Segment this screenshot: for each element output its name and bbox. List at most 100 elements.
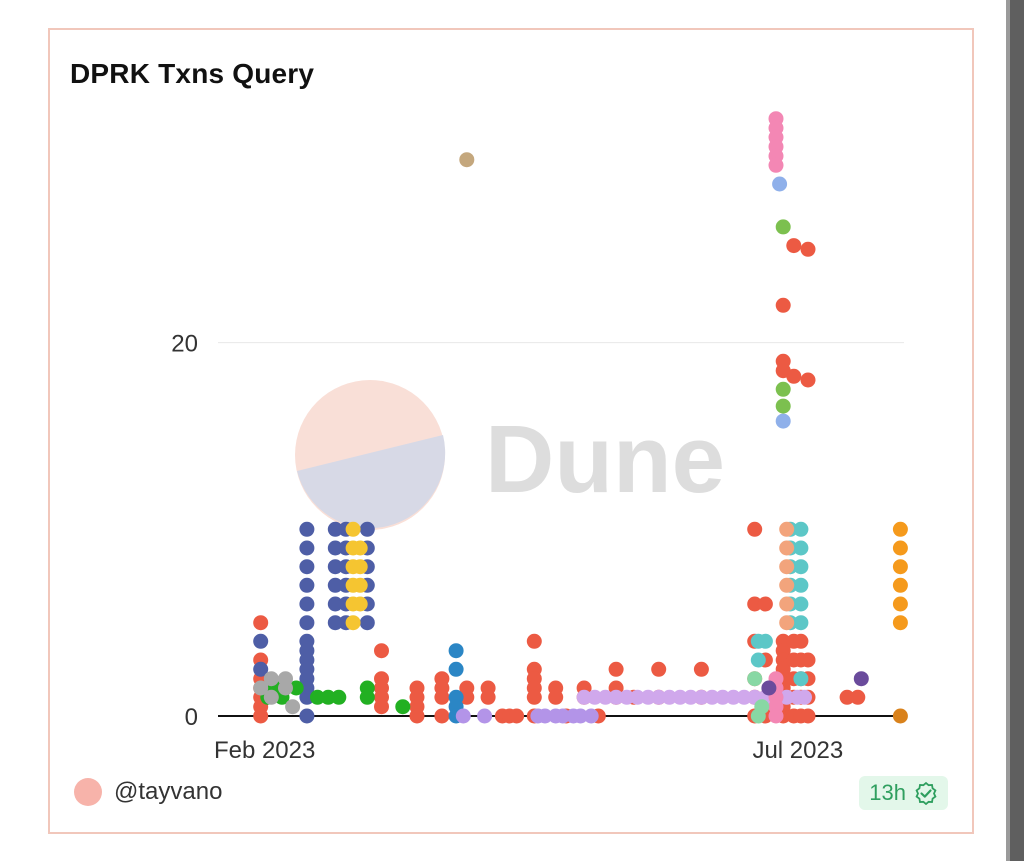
data-point[interactable] [892, 615, 908, 631]
data-point[interactable] [434, 689, 450, 705]
data-point[interactable] [299, 577, 315, 593]
data-point[interactable] [253, 615, 269, 631]
data-point[interactable] [725, 689, 741, 705]
data-point[interactable] [704, 689, 720, 705]
data-point[interactable] [359, 689, 375, 705]
data-point[interactable] [640, 689, 656, 705]
data-point[interactable] [299, 708, 315, 724]
data-point[interactable] [548, 689, 564, 705]
data-point[interactable] [263, 671, 279, 687]
data-point[interactable] [509, 708, 525, 724]
data-point[interactable] [892, 708, 908, 724]
data-point[interactable] [693, 689, 709, 705]
data-point[interactable] [793, 615, 809, 631]
data-point[interactable] [352, 577, 368, 593]
data-point[interactable] [892, 559, 908, 575]
data-point[interactable] [374, 643, 389, 659]
data-point[interactable] [352, 540, 368, 556]
data-point[interactable] [793, 521, 809, 537]
data-point[interactable] [747, 521, 763, 537]
data-point[interactable] [608, 689, 624, 705]
data-point[interactable] [800, 652, 816, 668]
data-point[interactable] [299, 615, 315, 631]
data-point[interactable] [288, 680, 304, 696]
data-point[interactable] [786, 368, 802, 384]
data-point[interactable] [253, 661, 269, 677]
data-point[interactable] [775, 413, 791, 429]
data-point[interactable] [683, 689, 699, 705]
data-point[interactable] [526, 633, 542, 649]
data-point[interactable] [793, 596, 809, 612]
data-point[interactable] [327, 596, 343, 612]
data-point[interactable] [793, 633, 809, 649]
data-point[interactable] [661, 689, 677, 705]
data-point[interactable] [327, 521, 343, 537]
data-point[interactable] [772, 176, 788, 192]
data-point[interactable] [651, 661, 667, 677]
data-point[interactable] [278, 680, 293, 696]
data-point[interactable] [608, 661, 624, 677]
data-point[interactable] [775, 381, 791, 397]
data-point[interactable] [892, 540, 908, 556]
data-point[interactable] [327, 540, 343, 556]
data-point[interactable] [779, 521, 795, 537]
data-point[interactable] [779, 559, 795, 575]
data-point[interactable] [629, 689, 645, 705]
data-point[interactable] [327, 559, 343, 575]
data-point[interactable] [850, 689, 866, 705]
data-point[interactable] [747, 671, 763, 687]
data-point[interactable] [395, 699, 411, 715]
data-point[interactable] [779, 689, 795, 705]
data-point[interactable] [779, 540, 795, 556]
data-point[interactable] [359, 521, 375, 537]
data-point[interactable] [331, 689, 347, 705]
data-point[interactable] [374, 699, 389, 715]
data-point[interactable] [299, 521, 315, 537]
data-point[interactable] [480, 689, 496, 705]
data-point[interactable] [587, 689, 603, 705]
data-point[interactable] [285, 699, 301, 715]
data-point[interactable] [750, 652, 766, 668]
data-point[interactable] [839, 689, 855, 705]
data-point[interactable] [448, 643, 464, 659]
data-point[interactable] [597, 689, 613, 705]
data-point[interactable] [800, 241, 816, 257]
data-point[interactable] [768, 157, 784, 173]
refresh-badge[interactable]: 13h [859, 776, 948, 810]
data-point[interactable] [409, 708, 425, 724]
data-point[interactable] [892, 521, 908, 537]
data-point[interactable] [299, 596, 315, 612]
data-point[interactable] [651, 689, 667, 705]
data-point[interactable] [555, 708, 571, 724]
data-point[interactable] [253, 633, 269, 649]
data-point[interactable] [775, 297, 791, 313]
data-point[interactable] [768, 708, 784, 724]
data-point[interactable] [757, 633, 773, 649]
data-point[interactable] [253, 680, 269, 696]
data-point[interactable] [573, 708, 588, 724]
data-point[interactable] [310, 689, 325, 705]
data-point[interactable] [693, 661, 709, 677]
data-point[interactable] [537, 708, 553, 724]
data-point[interactable] [800, 708, 816, 724]
data-point[interactable] [757, 596, 773, 612]
data-point[interactable] [327, 577, 343, 593]
data-point[interactable] [775, 219, 791, 235]
data-point[interactable] [327, 615, 343, 631]
data-point[interactable] [299, 689, 315, 705]
data-point[interactable] [459, 152, 475, 168]
data-point[interactable] [526, 689, 542, 705]
data-point[interactable] [455, 708, 471, 724]
data-point[interactable] [786, 238, 802, 254]
data-point[interactable] [754, 699, 770, 715]
data-point[interactable] [672, 689, 688, 705]
data-point[interactable] [263, 689, 279, 705]
data-point[interactable] [793, 540, 809, 556]
data-point[interactable] [299, 559, 315, 575]
author-name[interactable]: @tayvano [114, 778, 223, 805]
data-point[interactable] [747, 596, 763, 612]
data-point[interactable] [299, 540, 315, 556]
data-point[interactable] [853, 671, 869, 687]
data-point[interactable] [253, 708, 269, 724]
data-point[interactable] [797, 689, 812, 705]
